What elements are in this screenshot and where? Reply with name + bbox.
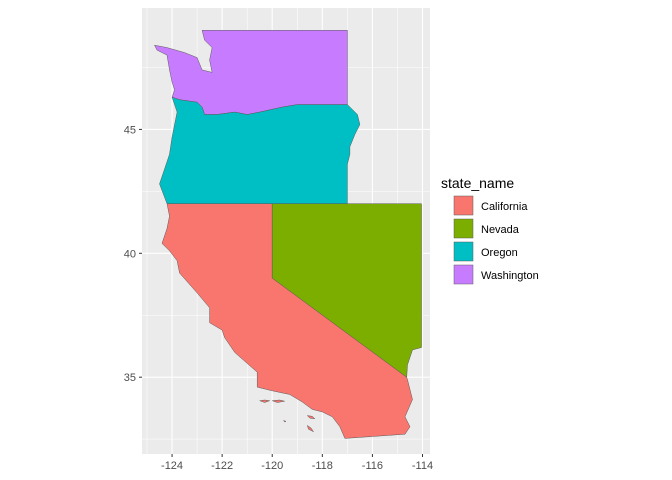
- legend: state_name California Nevada Oregon Washing…: [441, 175, 539, 285]
- x-tick-label: -124: [161, 460, 183, 472]
- region-california: [271, 399, 285, 403]
- region-california: [283, 420, 287, 423]
- y-tick-label: 45: [124, 124, 136, 136]
- x-tick-label: -116: [362, 460, 383, 472]
- legend-label-washington: Washington: [481, 270, 539, 282]
- y-axis: 35 40 45: [124, 124, 142, 384]
- region-oregon: [159, 96, 361, 204]
- region-nevada: [271, 203, 422, 378]
- region-california: [259, 399, 270, 403]
- legend-swatch-washington: [453, 264, 474, 285]
- legend-title: state_name: [441, 175, 514, 191]
- y-tick-label: 40: [124, 248, 136, 260]
- x-tick-label: -114: [412, 460, 433, 472]
- legend-label-nevada: Nevada: [481, 224, 520, 236]
- x-tick-label: -122: [211, 460, 233, 472]
- x-axis: -124 -122 -120 -118 -116 -114: [161, 454, 433, 472]
- legend-label-oregon: Oregon: [481, 247, 518, 259]
- region-california: [161, 203, 413, 439]
- legend-swatch-california: [453, 195, 474, 216]
- x-tick-label: -118: [312, 460, 333, 472]
- y-tick-label: 35: [124, 372, 136, 384]
- legend-swatch-oregon: [453, 241, 474, 262]
- legend-swatch-nevada: [453, 218, 474, 239]
- x-tick-label: -120: [261, 460, 283, 472]
- legend-entries: California Nevada Oregon Washington: [453, 195, 539, 285]
- region-california: [307, 425, 314, 432]
- region-california: [307, 415, 316, 420]
- state-regions: [154, 30, 422, 439]
- legend-label-california: California: [481, 201, 528, 213]
